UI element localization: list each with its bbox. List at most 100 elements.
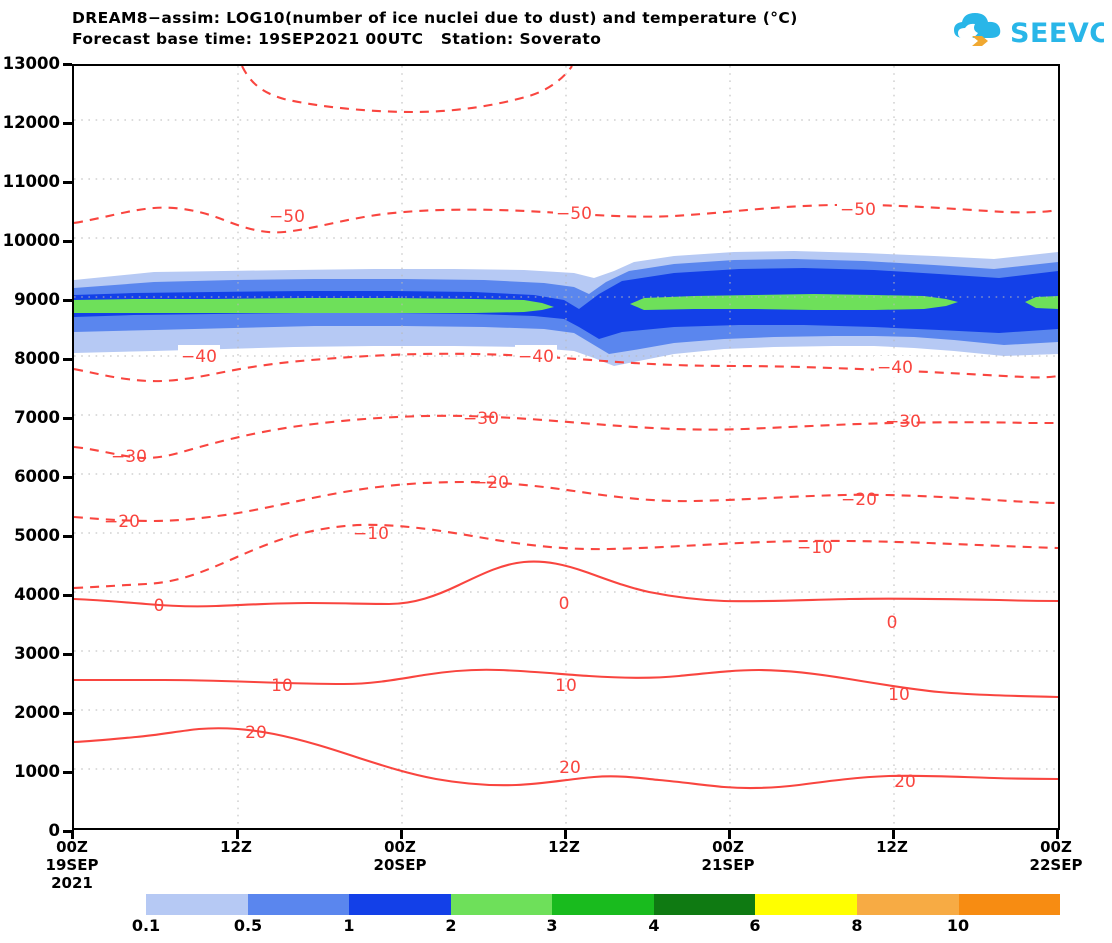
contour-ten [74, 668, 1058, 699]
colorbar-band [856, 894, 959, 915]
plot-area[interactable]: −50 −50 −50 −40 −40 −40 −30 −30 −30 −20 … [72, 64, 1060, 830]
x-tick-date: 21SEP [701, 856, 755, 874]
contour-label-minus20: −20 [841, 490, 877, 510]
y-tick-mark [63, 181, 72, 184]
colorbar-band [958, 894, 1061, 915]
x-tick-date: 22SEP [1029, 856, 1083, 874]
contour-label-minus50: −50 [269, 207, 305, 227]
contour-label-ten: 10 [888, 685, 910, 705]
contour-label-minus20: −20 [473, 473, 509, 493]
contour-minus20 [74, 480, 1058, 523]
dust-contour-fill [74, 251, 1058, 366]
colorbar-tick-label: 0.5 [233, 916, 263, 935]
contour-minus50 [74, 203, 1058, 234]
x-tick-label: 00Z [384, 838, 416, 856]
contour-minus30 [74, 414, 1058, 460]
x-tick-year: 2021 [51, 874, 93, 892]
contour-label-twenty: 20 [559, 758, 581, 778]
logo-graphic: SEEVCCC [954, 13, 1112, 49]
y-tick-mark [63, 417, 72, 420]
chart-title-line-1: DREAM8−assim: LOG10(number of ice nuclei… [72, 9, 798, 27]
colorbar-band [552, 894, 654, 915]
y-tick-label: 11000 [2, 172, 60, 191]
cloud-icon [954, 13, 1001, 39]
contour-label-minus40: −40 [181, 347, 217, 367]
x-tick-label: 12Z [220, 838, 252, 856]
colorbar-tick-label: 6 [749, 916, 761, 935]
contour-label-minus30: −30 [463, 409, 499, 429]
colorbar-tick-label: 3 [546, 916, 558, 935]
temperature-contours [74, 66, 1058, 790]
x-tick-mark [1056, 830, 1059, 839]
y-tick-mark [63, 594, 72, 597]
x-tick-label: 00Z [712, 838, 744, 856]
contour-label-minus10: −10 [353, 524, 389, 544]
chart-title-line-2: Forecast base time: 19SEP2021 00UTC Stat… [72, 30, 602, 48]
contour-label-minus30: −30 [111, 447, 147, 467]
contour-label-zero: 0 [559, 594, 570, 614]
y-tick-label: 1000 [14, 762, 60, 781]
x-tick-date: 19SEP [45, 856, 99, 874]
colorbar-band [349, 894, 451, 915]
contour-label-zero: 0 [887, 613, 898, 633]
contour-label-minus50: −50 [840, 200, 876, 220]
contour-label-minus30: −30 [885, 412, 921, 432]
contour-minus40 [74, 352, 1058, 383]
x-tick-mark [564, 830, 567, 839]
y-tick-label: 3000 [14, 644, 60, 663]
arrow-icon [972, 36, 988, 46]
contour-minus10 [74, 523, 1058, 590]
y-tick-label: 5000 [14, 526, 60, 545]
x-tick-mark [728, 830, 731, 839]
colorbar-tick-label: 10 [946, 916, 970, 935]
y-tick-mark [63, 63, 72, 66]
y-tick-mark [63, 712, 72, 715]
y-tick-label: 0 [48, 821, 60, 840]
x-tick-mark [71, 830, 74, 839]
y-tick-label: 6000 [14, 467, 60, 486]
x-tick-label: 00Z [1040, 838, 1072, 856]
colorbar-tick-label: 8 [851, 916, 863, 935]
x-tick-label: 00Z [56, 838, 88, 856]
contour-zero [74, 560, 1058, 608]
y-tick-mark [63, 476, 72, 479]
contour-label-zero: 0 [154, 596, 165, 616]
x-tick-mark [892, 830, 895, 839]
title-block: DREAM8−assim: LOG10(number of ice nuclei… [72, 8, 952, 50]
colorbar-tick-label: 0.1 [131, 916, 161, 935]
logo-wordmark: SEEVCCC [1010, 18, 1104, 49]
y-tick-label: 4000 [14, 585, 60, 604]
seevccc-logo: SEEVCCC [952, 8, 1112, 50]
contour-label-minus50: −50 [556, 204, 592, 224]
contour-labels: −50 −50 −50 −40 −40 −40 −30 −30 −30 −20 … [104, 198, 921, 792]
y-tick-label: 9000 [14, 290, 60, 309]
contour-twenty [74, 727, 1058, 790]
y-tick-label: 2000 [14, 703, 60, 722]
plot-canvas: −50 −50 −50 −40 −40 −40 −30 −30 −30 −20 … [74, 66, 1058, 828]
colorbar-band [450, 894, 553, 915]
colorbar-tick-label: 4 [648, 916, 660, 935]
y-tick-mark [63, 830, 72, 833]
y-tick-label: 12000 [2, 113, 60, 132]
contour-label-twenty: 20 [245, 723, 267, 743]
x-tick-mark [236, 830, 239, 839]
colorbar-band [247, 894, 350, 915]
y-tick-label: 7000 [14, 408, 60, 427]
colorbar-band [755, 894, 857, 915]
colorbar[interactable] [146, 894, 1061, 915]
contour-label-minus10: −10 [797, 538, 833, 558]
y-tick-label: 13000 [2, 54, 60, 73]
contour-label-ten: 10 [555, 676, 577, 696]
colorbar-band [146, 894, 248, 915]
contour-label-twenty: 20 [894, 772, 916, 792]
y-tick-mark [63, 771, 72, 774]
contour-label-ten: 10 [271, 676, 293, 696]
y-tick-label: 10000 [2, 231, 60, 250]
y-tick-label: 8000 [14, 349, 60, 368]
y-tick-mark [63, 240, 72, 243]
y-tick-mark [63, 358, 72, 361]
contour-label-minus40: −40 [877, 358, 913, 378]
y-tick-mark [63, 535, 72, 538]
colorbar-tick-label: 1 [343, 916, 355, 935]
y-tick-mark [63, 122, 72, 125]
